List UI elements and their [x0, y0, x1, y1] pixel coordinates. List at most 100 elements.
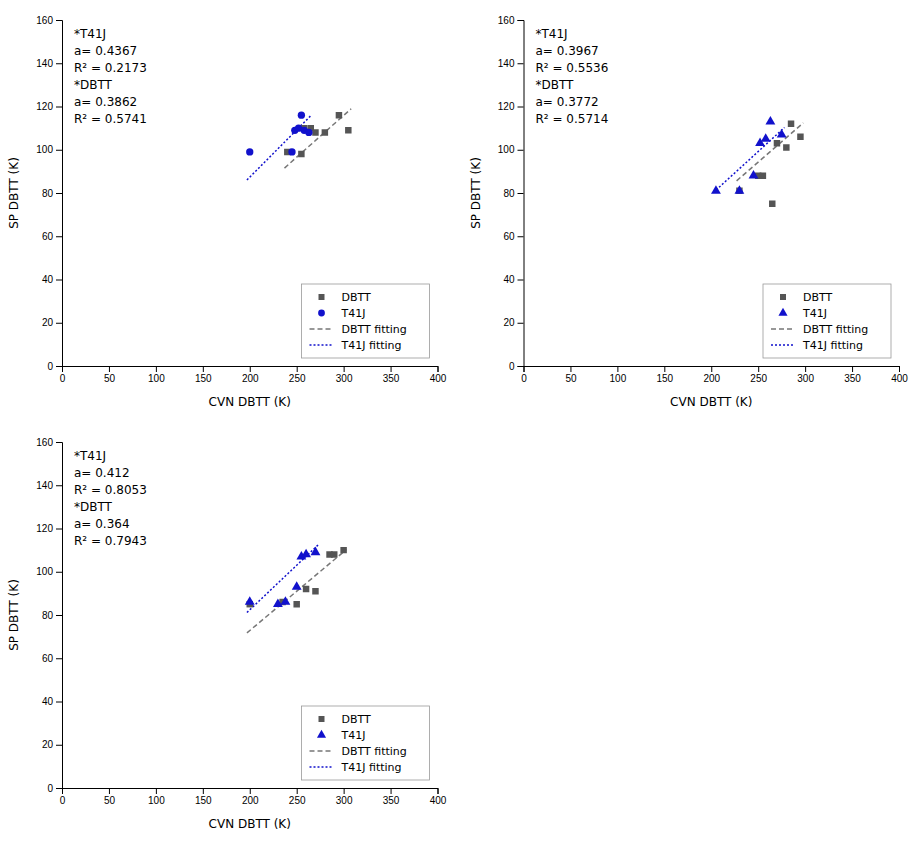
tick-label: 400: [430, 373, 447, 384]
x-axis: 050100150200250300350400: [521, 366, 908, 384]
legend-line: [310, 328, 334, 330]
tick-mark: [344, 788, 345, 794]
tick-label: 100: [498, 144, 515, 155]
point: [311, 547, 321, 556]
tick-mark: [518, 366, 524, 367]
tick-mark: [56, 658, 62, 659]
point: [774, 140, 780, 146]
y-axis-label: SP DBTT (K): [7, 157, 21, 229]
tick-label: 250: [750, 373, 767, 384]
tick-label: 150: [195, 373, 212, 384]
tick-mark: [56, 366, 62, 367]
fit-line: [713, 128, 784, 193]
tick-label: 200: [242, 373, 259, 384]
tick-mark: [56, 236, 62, 237]
y-axis: 020406080100120140160: [36, 15, 62, 372]
legend: DBTTT41JDBTT fittingT41J fitting: [302, 284, 430, 358]
tick: 50: [104, 366, 116, 384]
tick-mark: [518, 280, 524, 281]
legend-symbol: [318, 310, 325, 317]
y-axis: 020406080100120140160: [36, 437, 62, 794]
tick-mark: [617, 366, 618, 372]
tick: 300: [336, 366, 353, 384]
point: [312, 588, 318, 594]
tick-label: 250: [289, 795, 306, 806]
legend-symbol: [778, 308, 787, 316]
annotation: a= 0.3967: [536, 44, 599, 58]
legend-label: T41J: [802, 307, 827, 320]
tick: 120: [498, 101, 524, 112]
series: [246, 111, 312, 155]
annotation: a= 0.364: [74, 517, 130, 531]
tick-mark: [711, 366, 712, 372]
legend-box: [302, 284, 430, 358]
point: [797, 134, 803, 140]
annotation: *DBTT: [74, 500, 113, 514]
axis-line: [518, 21, 525, 367]
x-axis-label: CVN DBTT (K): [209, 395, 291, 409]
tick: 350: [383, 366, 400, 384]
point: [305, 129, 312, 136]
tick-mark: [203, 366, 204, 372]
point: [711, 185, 721, 194]
legend-line: [771, 344, 795, 346]
axis-line: [56, 21, 63, 367]
tick-label: 0: [60, 795, 66, 806]
point: [246, 148, 253, 155]
annotation: R² = 0.5714: [536, 112, 609, 126]
tick: 160: [498, 15, 524, 26]
legend-line: [310, 750, 334, 752]
axis-line: [63, 367, 439, 373]
tick: 80: [42, 610, 62, 621]
tick-mark: [156, 788, 157, 794]
tick-label: 50: [565, 373, 577, 384]
tick-mark: [344, 366, 345, 372]
fit-line: [247, 549, 347, 632]
point: [761, 133, 771, 142]
tick-mark: [56, 572, 62, 573]
tick-label: 400: [891, 373, 908, 384]
tick: 120: [36, 101, 62, 112]
tick-mark: [56, 615, 62, 616]
fit-line: [284, 109, 351, 168]
tick-mark: [56, 442, 62, 443]
point: [245, 596, 255, 605]
tick: 350: [383, 788, 400, 806]
tick-label: 60: [503, 231, 515, 242]
tick: 120: [36, 523, 62, 534]
tick: 300: [797, 366, 814, 384]
series: [245, 547, 321, 607]
tick-label: 100: [148, 373, 165, 384]
tick-label: 0: [509, 361, 515, 372]
legend-line: [310, 344, 334, 346]
tick: 150: [195, 788, 212, 806]
annotation: a= 0.3772: [536, 95, 599, 109]
legend-symbol: [780, 294, 786, 300]
point: [765, 116, 775, 125]
annotation: *T41J: [536, 27, 568, 41]
tick-label: 100: [610, 373, 627, 384]
tick-label: 140: [36, 58, 53, 69]
tick: 300: [336, 788, 353, 806]
fit-line: [737, 123, 804, 181]
point: [345, 127, 351, 133]
tick: 60: [503, 231, 523, 242]
series: [284, 112, 351, 157]
annotation: R² = 0.2173: [74, 61, 147, 75]
tick-mark: [297, 366, 298, 372]
tick-mark: [391, 366, 392, 372]
annotation: a= 0.412: [74, 466, 130, 480]
tick-label: 40: [503, 274, 515, 285]
tick-mark: [56, 788, 62, 789]
tick-mark: [56, 745, 62, 746]
panel: 0501001502002503003504000204060801001201…: [469, 15, 909, 409]
annotation: *DBTT: [74, 78, 113, 92]
tick: 80: [503, 188, 523, 199]
point: [734, 185, 744, 194]
legend-label: DBTT: [803, 291, 833, 304]
point: [331, 551, 337, 557]
point: [301, 549, 311, 558]
tick: 160: [36, 15, 62, 26]
tick-label: 100: [36, 144, 53, 155]
tick-mark: [899, 366, 900, 372]
